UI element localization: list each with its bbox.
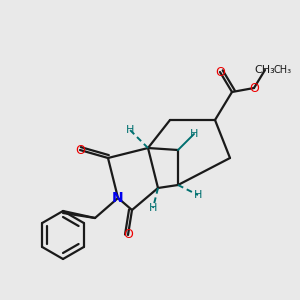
Text: CH₃: CH₃ bbox=[255, 65, 275, 75]
Text: N: N bbox=[112, 191, 124, 205]
Text: H: H bbox=[190, 129, 198, 139]
Text: O: O bbox=[75, 143, 85, 157]
Text: O: O bbox=[215, 65, 225, 79]
Text: H: H bbox=[126, 125, 134, 135]
Text: CH₃: CH₃ bbox=[273, 65, 291, 75]
Text: H: H bbox=[149, 203, 157, 213]
Text: O: O bbox=[123, 229, 133, 242]
Text: O: O bbox=[249, 82, 259, 94]
Text: H: H bbox=[194, 190, 202, 200]
